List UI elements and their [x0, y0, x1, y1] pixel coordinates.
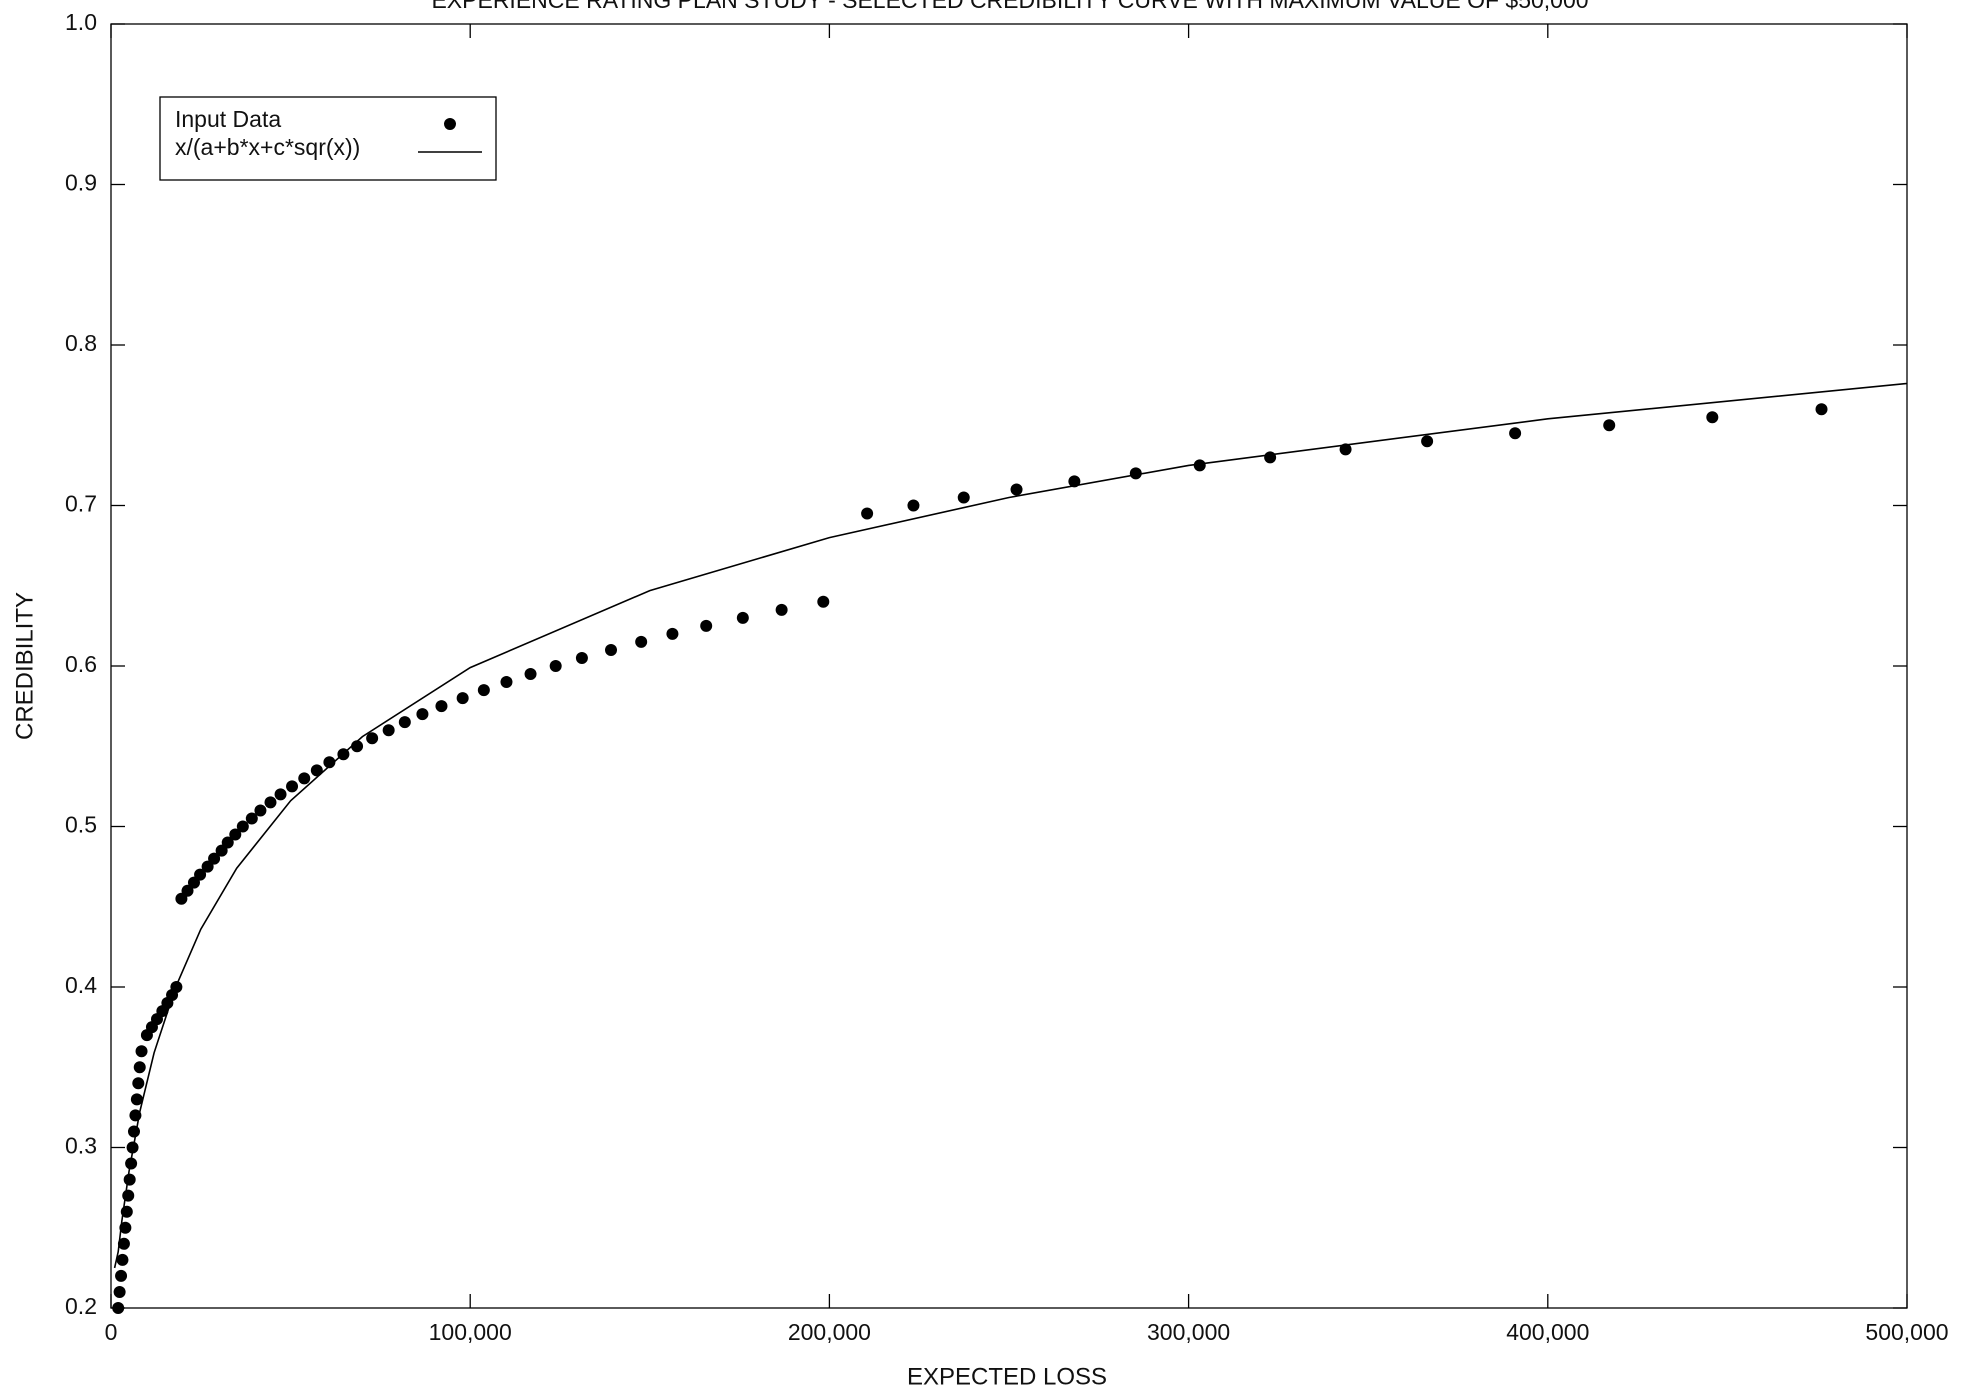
- data-point: [1706, 411, 1719, 424]
- data-point: [366, 732, 379, 745]
- data-point: [310, 764, 323, 777]
- data-point: [116, 1253, 129, 1266]
- data-point: [130, 1093, 143, 1106]
- legend-box: [159, 96, 497, 181]
- data-point: [907, 499, 920, 512]
- legend-label: x/(a+b*x+c*sqr(x)): [175, 134, 360, 160]
- data-point: [264, 796, 277, 809]
- data-point: [775, 603, 788, 616]
- legend-marker: [444, 118, 456, 130]
- data-point: [1339, 443, 1352, 456]
- y-tick-label: 0.5: [65, 812, 97, 838]
- data-point: [113, 1285, 126, 1298]
- data-point: [382, 724, 395, 737]
- y-tick-label: 0.2: [65, 1293, 97, 1319]
- data-point: [119, 1221, 132, 1234]
- y-tick-label: 0.4: [65, 972, 97, 998]
- data-point: [861, 507, 874, 520]
- data-point: [575, 651, 588, 664]
- data-point: [122, 1189, 135, 1202]
- data-point: [1193, 459, 1206, 472]
- data-point: [298, 772, 311, 785]
- data-point: [1509, 427, 1522, 440]
- data-point: [1421, 435, 1434, 448]
- data-point: [236, 820, 249, 833]
- fit-curve: [113, 382, 1908, 1269]
- data-point: [1068, 475, 1081, 488]
- data-point: [635, 635, 648, 648]
- data-point: [1603, 419, 1616, 432]
- x-tick-label: 500,000: [1865, 1319, 1948, 1345]
- y-tick-label: 0.8: [65, 330, 97, 356]
- data-point: [194, 868, 207, 881]
- data-point: [133, 1061, 146, 1074]
- data-point: [477, 684, 490, 697]
- y-tick-label: 0.6: [65, 651, 97, 677]
- x-tick-label: 100,000: [429, 1319, 512, 1345]
- y-tick-label: 0.9: [65, 170, 97, 196]
- legend-label: Input Data: [175, 106, 281, 132]
- x-tick-label: 400,000: [1506, 1319, 1589, 1345]
- data-point: [274, 788, 287, 801]
- data-point: [1129, 467, 1142, 480]
- x-axis-label: EXPECTED LOSS: [907, 1363, 1107, 1390]
- data-point: [254, 804, 267, 817]
- data-point: [1815, 403, 1828, 416]
- data-point: [957, 491, 970, 504]
- plot-frame: [110, 23, 1908, 1309]
- data-point: [666, 627, 679, 640]
- data-point: [181, 884, 194, 897]
- data-point: [398, 716, 411, 729]
- data-point: [817, 595, 830, 608]
- data-point: [286, 780, 299, 793]
- x-tick-label: 0: [105, 1319, 118, 1345]
- data-point: [123, 1173, 136, 1186]
- data-point: [1264, 451, 1277, 464]
- data-point: [416, 708, 429, 721]
- data-point: [456, 692, 469, 705]
- data-point: [323, 756, 336, 769]
- data-point: [208, 852, 221, 865]
- y-axis-label: CREDIBILITY: [11, 592, 38, 740]
- data-point: [524, 668, 537, 681]
- data-point: [245, 812, 258, 825]
- y-tick-label: 0.3: [65, 1133, 97, 1159]
- data-point: [736, 611, 749, 624]
- data-point: [115, 1269, 128, 1282]
- x-tick-label: 300,000: [1147, 1319, 1230, 1345]
- data-point: [201, 860, 214, 873]
- data-point: [229, 828, 242, 841]
- data-point: [112, 1302, 125, 1314]
- data-point: [135, 1045, 148, 1058]
- y-tick-label: 0.7: [65, 491, 97, 517]
- data-point: [549, 660, 562, 672]
- x-tick-label: 200,000: [788, 1319, 871, 1345]
- data-point: [1010, 483, 1023, 496]
- data-point: [127, 1125, 140, 1138]
- data-point: [435, 700, 448, 713]
- data-point: [221, 836, 234, 849]
- data-point: [605, 643, 618, 656]
- y-tick-label: 1.0: [65, 9, 97, 35]
- chart-title: EXPERIENCE RATING PLAN STUDY - SELECTED …: [431, 0, 1588, 13]
- data-point: [500, 676, 513, 689]
- data-point: [700, 619, 713, 632]
- data-point: [132, 1077, 145, 1090]
- data-point: [117, 1237, 130, 1250]
